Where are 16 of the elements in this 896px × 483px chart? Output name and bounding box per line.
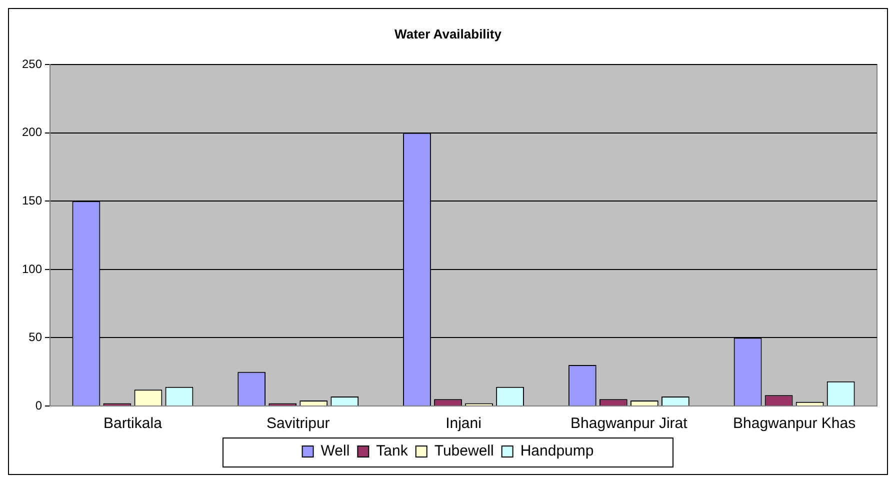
x-tick-label: Bhagwanpur Jirat — [570, 415, 688, 432]
x-tick-label: Injani — [446, 415, 482, 432]
y-tick-label: 100 — [22, 262, 42, 276]
x-tick-label: Bhagwanpur Khas — [733, 415, 856, 432]
x-tick-label: Savitripur — [266, 415, 330, 432]
y-tick-label: 0 — [35, 398, 42, 412]
legend-label: Tank — [376, 442, 408, 460]
chart-title: Water Availability — [394, 26, 502, 42]
y-tick-label: 200 — [22, 125, 42, 140]
legend-label: Well — [320, 442, 350, 460]
y-tick-label: 150 — [22, 193, 42, 208]
legend-label: Tubewell — [434, 442, 494, 460]
y-tick-label: 250 — [22, 56, 42, 71]
legend-label: Handpump — [520, 442, 594, 460]
y-tick-label: 50 — [28, 330, 42, 344]
x-tick-label: Bartikala — [104, 415, 163, 432]
